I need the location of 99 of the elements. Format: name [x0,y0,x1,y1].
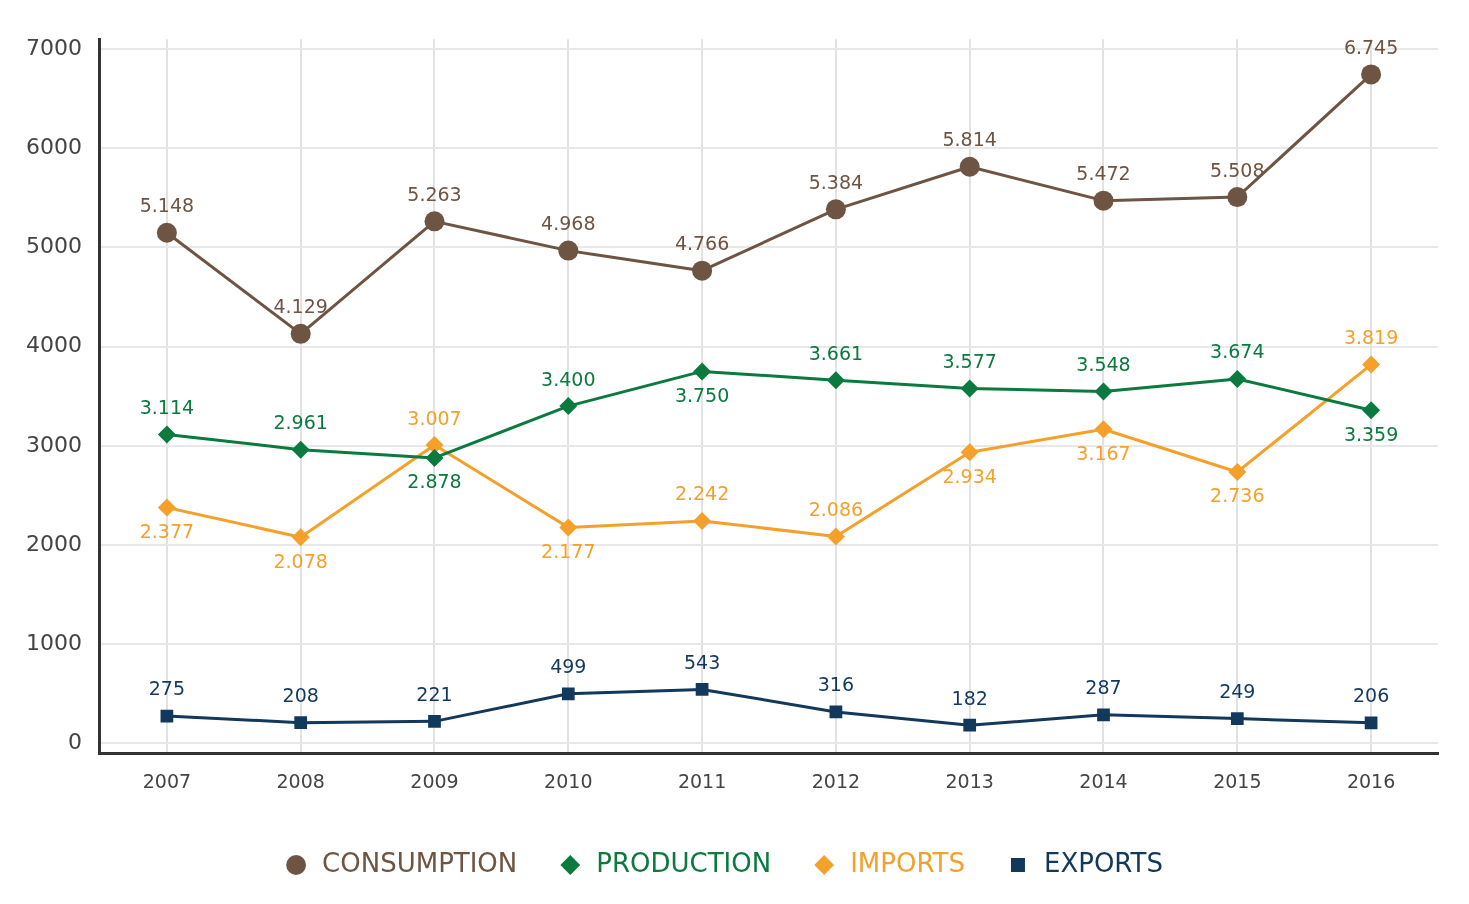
point [1227,187,1248,208]
data-label: 499 [550,655,587,678]
x-tick-label: 2014 [1079,769,1128,792]
point [157,425,176,444]
data-label: 2.934 [942,464,997,487]
point [960,379,979,398]
point [963,718,977,732]
point [1097,708,1110,722]
point [558,240,579,261]
data-label: 3.400 [541,367,596,390]
data-label: 3.548 [1076,352,1131,375]
point [960,443,979,462]
data-label: 3.114 [139,395,195,418]
legend-label: CONSUMPTION [322,847,518,878]
data-label: 316 [817,673,855,696]
x-tick-label: 2011 [677,769,727,792]
data-label: 249 [1219,680,1256,703]
point [959,156,980,177]
y-tick-label: 4000 [25,332,82,358]
point [425,448,444,467]
y-tick-label: 1000 [25,629,82,655]
data-label: 3.167 [1076,441,1131,464]
data-label: 3.359 [1343,422,1399,445]
data-label: 206 [1352,684,1390,707]
data-label: 4.129 [273,295,328,318]
point [695,683,709,696]
data-label: 4.968 [541,212,596,235]
point [826,371,845,390]
point [559,518,578,537]
data-label: 5.814 [942,128,997,151]
point [1362,355,1381,374]
x-tick-label: 2015 [1213,769,1262,792]
point [291,440,310,459]
point [156,222,177,243]
legend-label: IMPORTS [850,847,965,878]
point [1364,716,1378,730]
data-label: 3.007 [407,406,462,429]
data-label: 3.819 [1343,326,1399,348]
data-label: 5.508 [1210,158,1265,181]
point [692,260,713,281]
point [294,716,308,730]
y-tick-label: 2000 [25,530,82,556]
point [693,511,712,530]
data-label: 5.148 [139,194,195,217]
point [561,687,575,701]
data-label: 2.736 [1210,484,1265,507]
point [290,323,311,344]
data-label: 221 [416,682,453,705]
point [428,715,441,728]
data-label: 5.384 [808,170,864,193]
point [826,527,845,546]
y-tick-label: 6000 [25,134,82,159]
x-tick-label: 2007 [142,769,192,792]
x-tick-label: 2010 [544,769,593,792]
data-label: 2.961 [273,411,328,434]
x-tick-label: 2013 [945,769,994,792]
point [825,199,846,220]
point [1361,64,1382,85]
data-label: 2.177 [541,539,596,562]
point [693,362,712,381]
legend-label: PRODUCTION [596,847,772,878]
data-label: 2.878 [407,470,462,493]
point [559,397,578,416]
point [1230,712,1244,725]
data-label: 2.078 [273,549,328,572]
data-label: 2.377 [139,520,195,542]
data-label: 5.263 [407,182,462,205]
y-tick-label: 7000 [25,34,82,60]
data-label: 3.750 [674,383,730,406]
data-label: 5.472 [1076,162,1131,185]
data-label: 3.661 [808,341,864,364]
data-label: 3.674 [1210,340,1265,363]
data-label: 287 [1085,676,1122,699]
point [157,498,176,517]
x-tick-label: 2008 [276,769,325,792]
legend-label: EXPORTS [1043,847,1163,878]
data-label: 2.086 [808,497,864,520]
data-label: 543 [683,650,721,673]
data-label: 6.745 [1343,35,1399,58]
point [1093,190,1114,211]
point [424,211,445,232]
y-tick-label: 3000 [25,431,82,457]
data-label: 182 [951,686,988,709]
x-tick-label: 2009 [410,769,459,792]
point [1362,401,1381,420]
y-tick-label: 5000 [25,233,82,259]
point [1094,382,1113,401]
point [1228,369,1247,388]
x-tick-label: 2016 [1346,769,1396,792]
data-label: 2.242 [674,482,730,505]
x-tick-label: 2012 [811,769,861,792]
point [1228,462,1247,481]
data-label: 4.766 [674,232,730,255]
point [291,528,310,547]
data-label: 3.577 [942,350,997,372]
point [1094,420,1113,439]
data-label: 208 [282,684,319,707]
y-tick-label: 0 [67,729,82,754]
data-label: 275 [148,677,186,700]
